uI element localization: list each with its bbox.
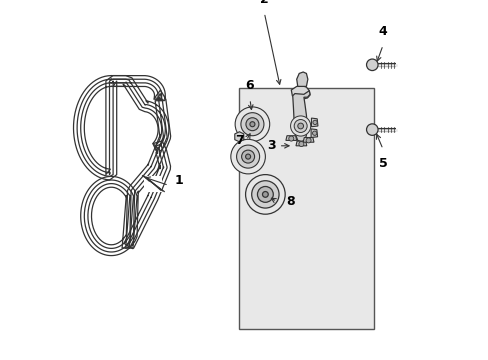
Text: 4: 4 (378, 25, 386, 38)
Text: 8: 8 (285, 195, 294, 208)
Text: 2: 2 (260, 0, 268, 6)
Circle shape (305, 138, 310, 143)
Circle shape (230, 139, 265, 174)
Circle shape (257, 186, 273, 202)
Circle shape (245, 175, 285, 214)
Polygon shape (291, 86, 309, 99)
Polygon shape (285, 136, 296, 140)
Polygon shape (296, 72, 307, 86)
Circle shape (366, 59, 377, 71)
Text: 1: 1 (174, 174, 183, 186)
Polygon shape (311, 118, 317, 127)
Text: 3: 3 (266, 139, 275, 152)
Circle shape (236, 145, 259, 168)
Polygon shape (234, 132, 244, 142)
Circle shape (294, 120, 306, 132)
Circle shape (366, 124, 377, 135)
Text: 6: 6 (245, 79, 254, 92)
Circle shape (235, 107, 269, 141)
Polygon shape (310, 129, 317, 138)
Bar (144, 176, 162, 192)
Circle shape (298, 141, 303, 147)
Circle shape (312, 131, 316, 135)
Text: 7: 7 (234, 134, 243, 147)
Bar (239, 88, 373, 329)
Circle shape (312, 120, 317, 125)
Circle shape (290, 116, 310, 136)
Circle shape (245, 118, 258, 131)
Circle shape (288, 136, 293, 141)
Circle shape (245, 154, 250, 159)
Text: 5: 5 (378, 157, 386, 170)
Polygon shape (292, 91, 309, 142)
Circle shape (241, 150, 254, 163)
Polygon shape (303, 138, 313, 142)
Circle shape (251, 181, 279, 208)
Circle shape (241, 113, 264, 136)
Circle shape (262, 192, 268, 197)
Circle shape (297, 123, 303, 129)
Polygon shape (295, 141, 306, 146)
Circle shape (249, 122, 254, 127)
